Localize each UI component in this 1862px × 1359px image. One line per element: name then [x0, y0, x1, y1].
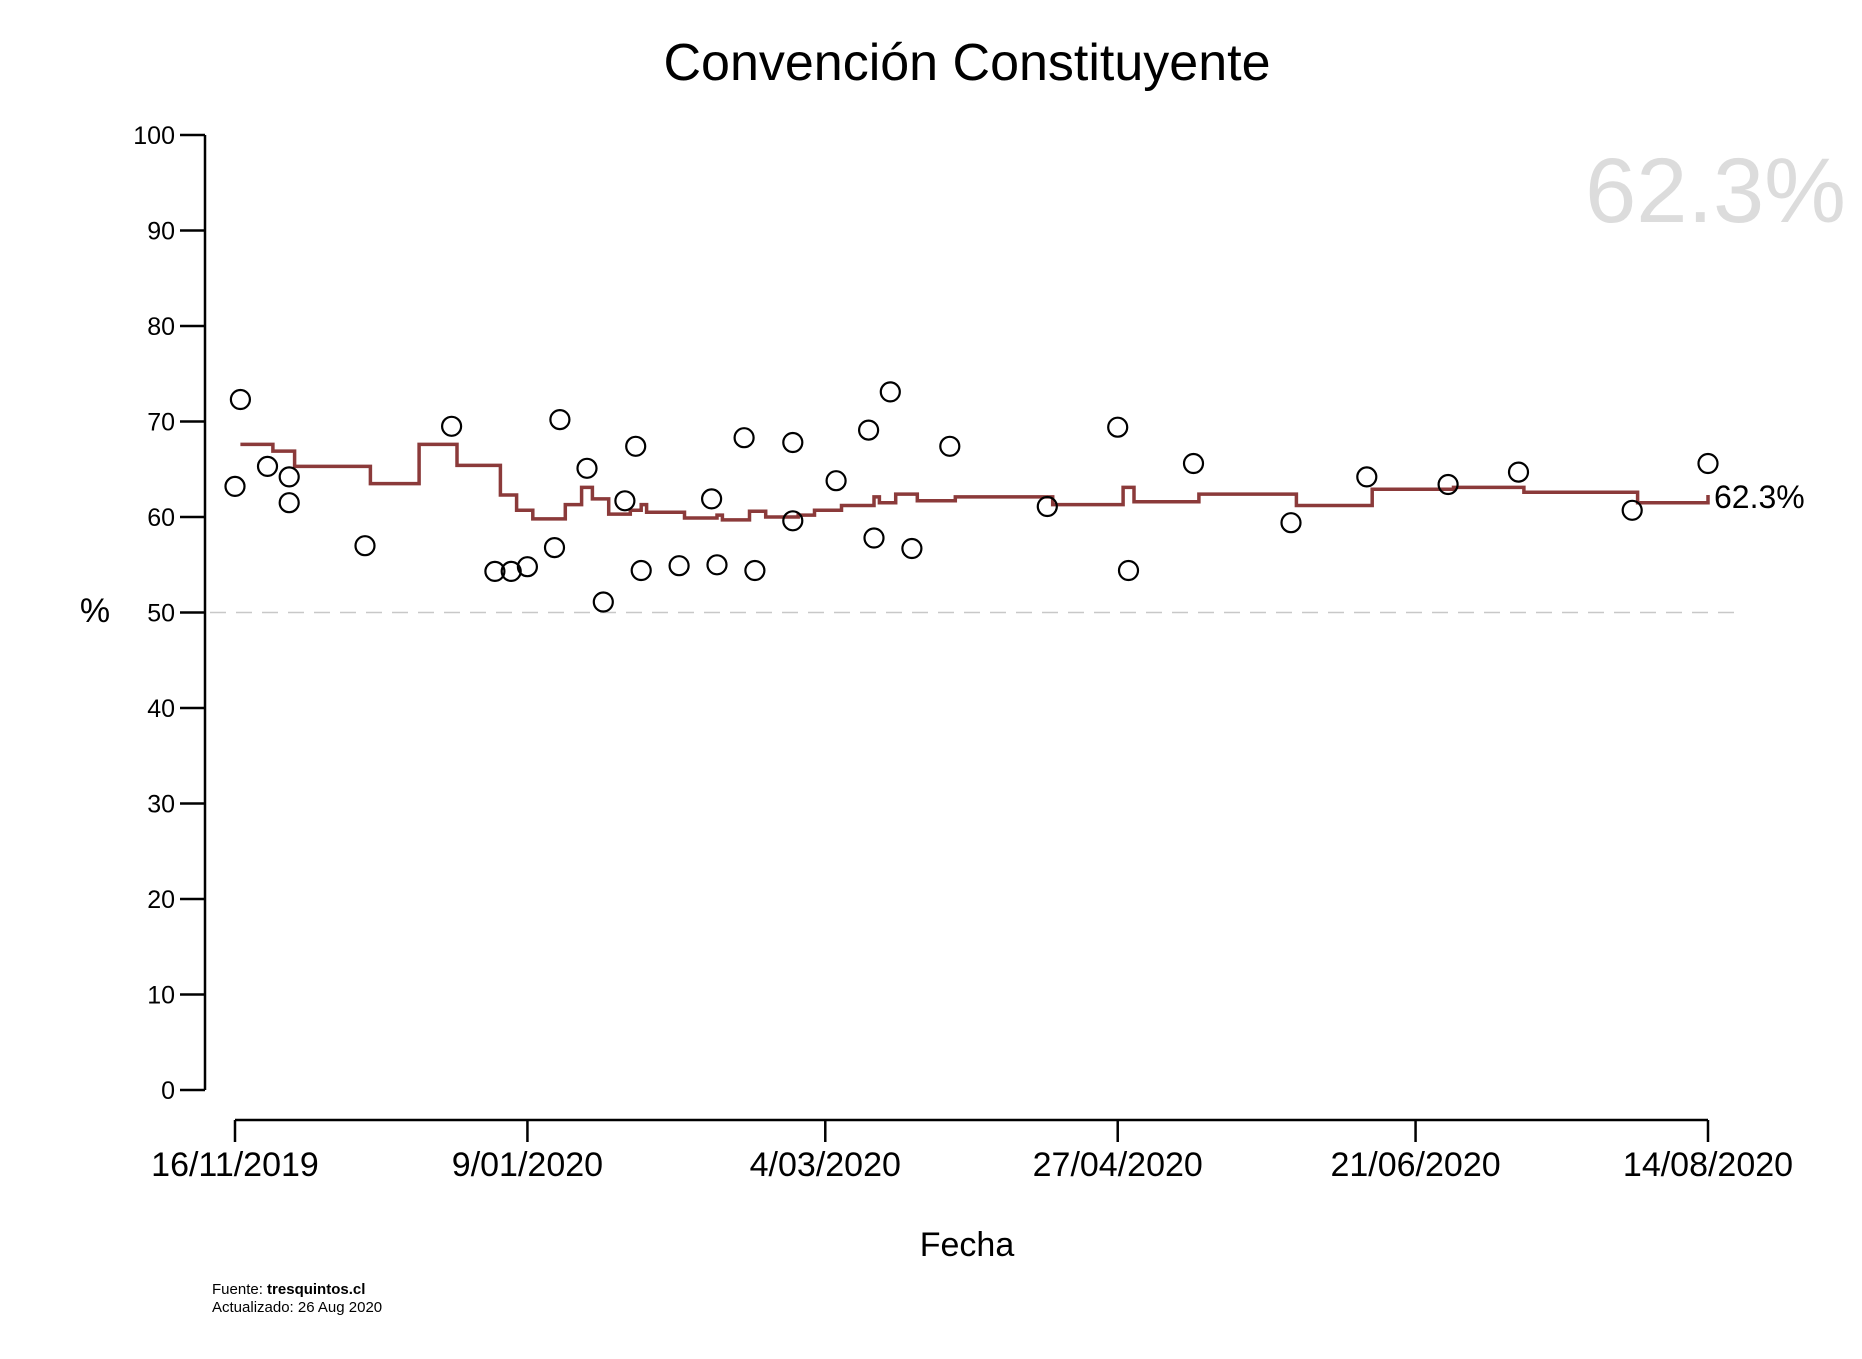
trend-layer: [240, 442, 1710, 522]
y-tick-label: 10: [147, 982, 175, 1010]
y-tick-label: 70: [147, 409, 175, 437]
x-axis-label: Fecha: [920, 1226, 1015, 1264]
poll-point: [825, 470, 847, 492]
y-axis: 0 10 20 30 40 50 60 70 80 90 100: [133, 122, 207, 1105]
poll-point: [1280, 512, 1302, 534]
poll-point: [863, 527, 885, 549]
poll-point: [516, 556, 539, 578]
poll-point: [1117, 559, 1140, 582]
trend-line: [240, 442, 1710, 522]
poll-point: [1621, 499, 1643, 521]
updated-line: Actualizado: 26 Aug 2020: [212, 1299, 382, 1316]
poll-point: [278, 466, 300, 488]
y-axis-label: %: [80, 592, 110, 630]
x-tick-label: 27/04/2020: [1033, 1146, 1203, 1184]
poll-point: [354, 535, 376, 557]
poll-points-layer: [224, 381, 1719, 613]
poll-point: [630, 559, 652, 582]
y-tick-label: 80: [147, 313, 175, 341]
poll-point: [576, 457, 598, 479]
poll-point: [782, 431, 804, 454]
x-tick-label: 21/06/2020: [1330, 1146, 1500, 1184]
x-tick-label: 9/01/2020: [452, 1146, 603, 1184]
poll-point: [229, 388, 251, 411]
poll-point: [278, 492, 300, 514]
x-tick-label: 16/11/2019: [151, 1146, 319, 1184]
poll-point: [782, 510, 804, 532]
poll-point: [857, 419, 880, 441]
poll-point: [625, 435, 647, 457]
poll-point: [549, 409, 571, 431]
x-axis: 16/11/2019 9/01/2020 4/03/2020 27/04/2020 21…: [151, 1118, 1793, 1184]
poll-point: [668, 555, 690, 577]
poll-point: [484, 560, 506, 583]
y-tick-label: 100: [133, 122, 175, 150]
poll-point: [901, 537, 923, 560]
poll-point: [592, 591, 614, 613]
poll-point: [441, 415, 463, 437]
poll-point: [1182, 452, 1205, 475]
source-line: Fuente: tresquintos.cl: [212, 1281, 365, 1298]
y-tick-label: 60: [147, 504, 175, 532]
source-prefix: Fuente:: [212, 1281, 267, 1298]
y-tick-label: 50: [147, 600, 175, 628]
poll-point: [939, 435, 961, 457]
y-tick-label: 30: [147, 791, 175, 819]
poll-point: [1507, 461, 1530, 483]
poll-point: [879, 381, 901, 403]
x-tick-label: 14/08/2020: [1623, 1146, 1793, 1184]
end-value-label: 62.3%: [1714, 479, 1805, 515]
poll-point: [744, 559, 766, 582]
poll-point: [1356, 466, 1378, 488]
poll-point: [1437, 473, 1459, 496]
big-value-label: 62.3%: [1585, 140, 1846, 242]
poll-point: [256, 455, 279, 477]
poll-point: [500, 560, 522, 583]
poll-point: [706, 554, 728, 576]
poll-point: [614, 490, 636, 512]
source-name: tresquintos.cl: [267, 1281, 365, 1298]
y-tick-label: 40: [147, 695, 175, 723]
y-tick-label: 90: [147, 218, 175, 246]
y-tick-label: 0: [161, 1077, 175, 1105]
x-tick-label: 4/03/2020: [750, 1146, 901, 1184]
poll-point: [1697, 452, 1719, 475]
poll-point: [224, 475, 246, 497]
poll-point: [1036, 495, 1058, 518]
poll-point: [543, 536, 566, 559]
y-tick-label: 20: [147, 886, 175, 914]
chart-title: Convención Constituyente: [663, 34, 1270, 92]
poll-point: [700, 488, 723, 510]
poll-point: [733, 427, 755, 449]
poll-point: [1107, 416, 1129, 438]
